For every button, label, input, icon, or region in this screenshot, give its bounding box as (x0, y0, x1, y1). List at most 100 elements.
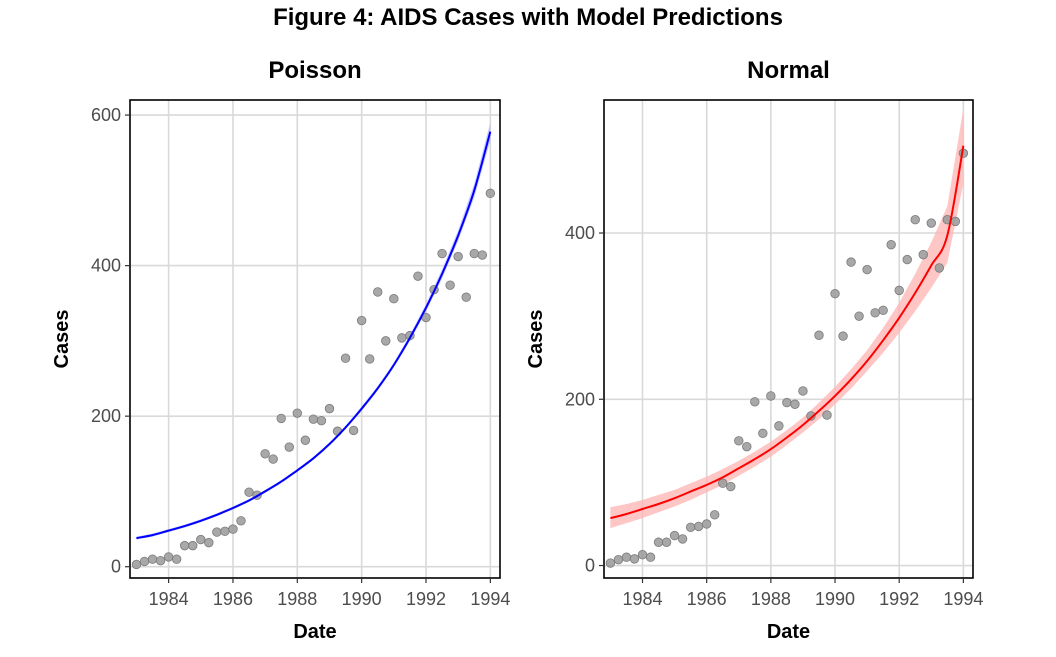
data-point (204, 537, 214, 548)
data-point (637, 550, 648, 560)
data-point (950, 216, 961, 227)
data-point (677, 534, 688, 544)
data-point (179, 540, 190, 551)
data-point (188, 540, 198, 551)
data-point (397, 333, 407, 343)
data-point (356, 315, 367, 326)
data-point (268, 454, 278, 464)
data-point (710, 510, 720, 520)
data-point (878, 305, 888, 316)
panel-title: Poisson (268, 57, 361, 84)
data-point (718, 478, 728, 488)
data-point (284, 442, 294, 452)
data-point (830, 288, 840, 299)
data-point (324, 403, 335, 414)
data-point (774, 421, 784, 431)
data-point (613, 555, 624, 565)
data-point (726, 481, 736, 492)
panel-border (603, 99, 974, 579)
panel-border (129, 99, 501, 579)
data-point (814, 330, 824, 340)
data-point (171, 554, 182, 564)
chart-panel-1: 1984 1986 1988 1990 1992 1994 0 200 400 Normal Dat… (525, 57, 983, 643)
data-point (316, 415, 327, 426)
data-point (340, 353, 351, 363)
data-point (292, 408, 303, 418)
data-point (685, 522, 696, 532)
x-tick-label: 1988 (751, 589, 791, 609)
data-point (196, 534, 206, 545)
x-tick-label: 1990 (815, 589, 855, 609)
data-point (244, 487, 254, 497)
data-point (236, 516, 246, 526)
data-point (445, 280, 455, 290)
data-point (163, 552, 174, 562)
x-tick-label: 1988 (277, 589, 317, 609)
data-point (854, 311, 864, 321)
data-point (782, 397, 792, 408)
data-point (228, 524, 238, 534)
data-point (645, 552, 656, 562)
x-tick-label: 1984 (622, 589, 662, 609)
x-tick-label: 1986 (213, 589, 253, 609)
data-point (220, 526, 230, 537)
data-point (300, 435, 311, 445)
data-point (155, 555, 166, 566)
data-point (605, 558, 616, 568)
data-point (798, 386, 808, 396)
x-tick-label: 1992 (879, 589, 919, 609)
data-point (453, 251, 463, 262)
y-tick-label: 200 (91, 406, 121, 426)
data-point (886, 239, 896, 250)
data-point (734, 436, 744, 446)
fit-line (610, 145, 965, 520)
data-point (469, 248, 479, 259)
data-point (131, 559, 142, 570)
data-point (910, 215, 920, 225)
data-point (348, 425, 359, 436)
data-point (838, 331, 848, 341)
data-point (260, 449, 270, 459)
confidence-band (610, 108, 964, 529)
x-axis-label: Date (293, 621, 336, 643)
fit-line (136, 131, 492, 540)
y-tick-label: 600 (91, 105, 121, 125)
data-point (862, 264, 872, 275)
x-tick-label: 1992 (406, 589, 446, 609)
y-tick-label: 0 (111, 557, 121, 577)
data-point (437, 248, 447, 259)
data-point (870, 308, 880, 318)
data-point (750, 397, 760, 407)
chart-panel-0: 1984 1986 1988 1990 1992 1994 0 200 400 600 Poisso… (51, 57, 510, 643)
x-axis-label: Date (767, 621, 810, 643)
data-point (485, 188, 496, 199)
data-point (147, 554, 158, 564)
y-tick-label: 200 (565, 389, 595, 409)
data-point (661, 537, 672, 547)
data-point (926, 218, 936, 228)
data-point (758, 428, 768, 439)
data-point (308, 414, 319, 424)
x-tick-label: 1994 (943, 589, 983, 609)
data-point (822, 410, 832, 420)
data-point (381, 336, 391, 346)
data-point (918, 249, 928, 260)
data-point (701, 519, 712, 529)
data-point (902, 254, 912, 265)
data-point (766, 391, 776, 401)
data-point (669, 530, 680, 541)
data-point (212, 527, 222, 537)
y-tick-label: 400 (91, 256, 121, 276)
data-point (461, 292, 471, 302)
x-tick-label: 1994 (470, 589, 510, 609)
y-axis-label: Cases (51, 310, 73, 369)
data-point (477, 250, 488, 260)
data-point (806, 411, 816, 421)
data-point (934, 263, 945, 273)
data-point (653, 537, 664, 547)
data-point (373, 287, 383, 297)
data-point (742, 441, 752, 452)
panel-title: Normal (747, 57, 830, 84)
y-axis-label: Cases (525, 310, 547, 369)
x-tick-label: 1990 (342, 589, 382, 609)
